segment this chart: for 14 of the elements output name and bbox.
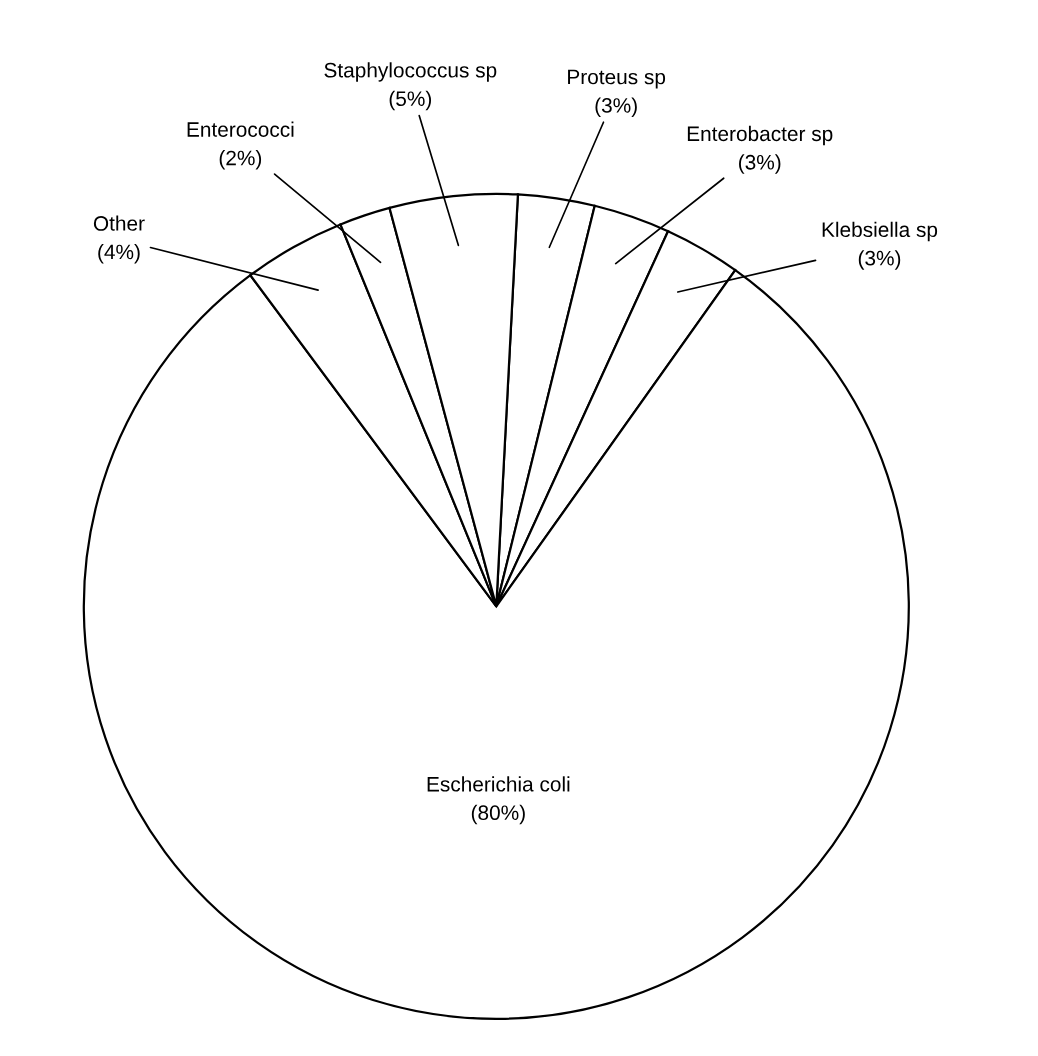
slice-label: Enterococci <box>187 121 294 137</box>
data-label: (5%) <box>389 90 432 111</box>
data-label: (3%) <box>595 97 637 117</box>
slice-label: Escherichia coli <box>427 776 570 792</box>
slice-label: Enterobacter sp <box>687 125 833 146</box>
slice-label: Staphylococcus sp <box>324 62 497 82</box>
slice-label: Other <box>93 215 145 231</box>
data-label: (80%) <box>471 804 525 825</box>
data-label: (2%) <box>219 150 262 170</box>
data-label: (4%) <box>98 244 140 264</box>
slice-label: Proteus sp <box>568 69 666 89</box>
data-label: (3%) <box>858 250 901 270</box>
data-label: (3%) <box>739 154 781 174</box>
slice-label: Klebsiella sp <box>822 221 938 242</box>
